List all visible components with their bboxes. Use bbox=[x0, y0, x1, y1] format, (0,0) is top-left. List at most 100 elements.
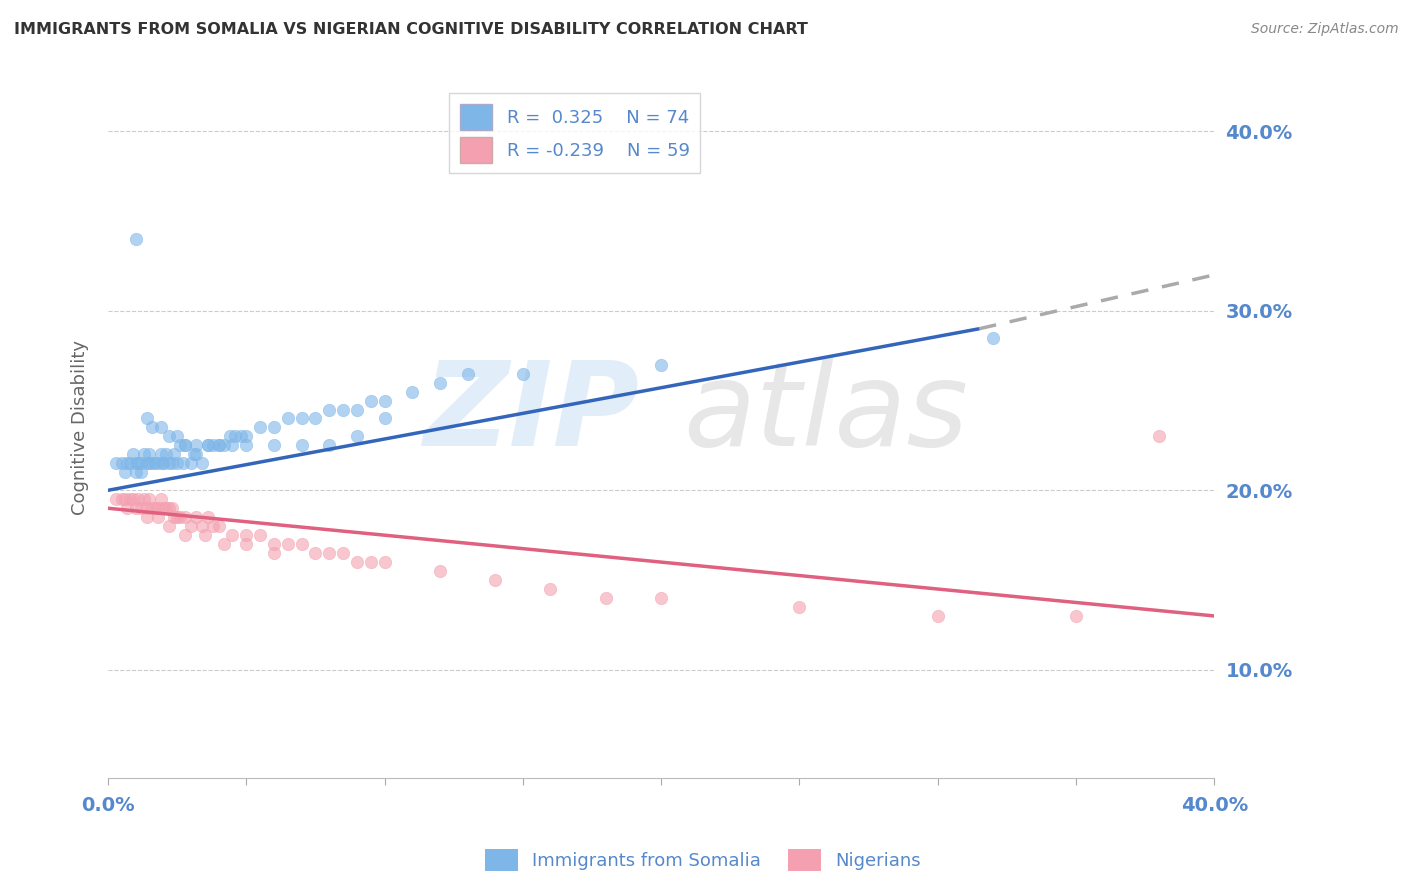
Point bbox=[221, 438, 243, 452]
Point bbox=[114, 466, 136, 480]
Point bbox=[789, 599, 811, 614]
Point bbox=[166, 429, 188, 443]
Point bbox=[180, 456, 202, 470]
Point bbox=[207, 519, 229, 533]
Point bbox=[127, 456, 149, 470]
Point bbox=[429, 376, 451, 390]
Point bbox=[157, 519, 180, 533]
Point bbox=[277, 537, 299, 551]
Point bbox=[650, 591, 672, 605]
Point bbox=[155, 501, 177, 516]
Point bbox=[235, 429, 257, 443]
Point bbox=[135, 501, 157, 516]
Point bbox=[152, 456, 174, 470]
Point bbox=[191, 519, 214, 533]
Point bbox=[374, 555, 396, 569]
Point bbox=[346, 402, 368, 417]
Point bbox=[117, 501, 139, 516]
Point bbox=[277, 411, 299, 425]
Point bbox=[332, 402, 354, 417]
Point bbox=[212, 438, 235, 452]
Point bbox=[146, 510, 169, 524]
Point bbox=[166, 456, 188, 470]
Point bbox=[429, 564, 451, 578]
Point bbox=[124, 232, 146, 246]
Point bbox=[595, 591, 617, 605]
Point bbox=[186, 447, 208, 461]
Point bbox=[127, 492, 149, 507]
Point bbox=[197, 438, 219, 452]
Point bbox=[157, 501, 180, 516]
Point bbox=[346, 429, 368, 443]
Point bbox=[263, 420, 285, 434]
Point bbox=[169, 510, 191, 524]
Point bbox=[138, 456, 160, 470]
Point bbox=[124, 456, 146, 470]
Point bbox=[132, 492, 155, 507]
Legend: R =  0.325    N = 74, R = -0.239    N = 59: R = 0.325 N = 74, R = -0.239 N = 59 bbox=[449, 94, 700, 173]
Point bbox=[132, 447, 155, 461]
Point bbox=[318, 546, 340, 560]
Point bbox=[290, 411, 312, 425]
Point bbox=[124, 501, 146, 516]
Point bbox=[224, 429, 246, 443]
Point bbox=[484, 573, 506, 587]
Point bbox=[141, 501, 163, 516]
Point bbox=[540, 582, 562, 596]
Point bbox=[163, 510, 186, 524]
Point bbox=[111, 492, 134, 507]
Text: Source: ZipAtlas.com: Source: ZipAtlas.com bbox=[1251, 22, 1399, 37]
Point bbox=[186, 510, 208, 524]
Point bbox=[160, 456, 183, 470]
Point bbox=[186, 438, 208, 452]
Point bbox=[111, 456, 134, 470]
Point bbox=[149, 492, 172, 507]
Point bbox=[160, 501, 183, 516]
Point bbox=[152, 456, 174, 470]
Point bbox=[263, 546, 285, 560]
Point bbox=[207, 438, 229, 452]
Point bbox=[249, 420, 271, 434]
Point bbox=[229, 429, 252, 443]
Point bbox=[146, 456, 169, 470]
Point bbox=[174, 528, 197, 542]
Point bbox=[207, 438, 229, 452]
Point bbox=[249, 528, 271, 542]
Point bbox=[927, 609, 949, 624]
Point bbox=[129, 501, 152, 516]
Point bbox=[191, 456, 214, 470]
Point bbox=[1064, 609, 1087, 624]
Point bbox=[135, 411, 157, 425]
Point bbox=[360, 393, 382, 408]
Text: IMMIGRANTS FROM SOMALIA VS NIGERIAN COGNITIVE DISABILITY CORRELATION CHART: IMMIGRANTS FROM SOMALIA VS NIGERIAN COGN… bbox=[14, 22, 808, 37]
Point bbox=[174, 438, 197, 452]
Point bbox=[163, 447, 186, 461]
Point bbox=[135, 456, 157, 470]
Point bbox=[149, 420, 172, 434]
Point bbox=[318, 402, 340, 417]
Point bbox=[1147, 429, 1170, 443]
Text: ZIP: ZIP bbox=[423, 356, 638, 471]
Point bbox=[212, 537, 235, 551]
Point bbox=[360, 555, 382, 569]
Point bbox=[304, 411, 326, 425]
Y-axis label: Cognitive Disability: Cognitive Disability bbox=[72, 340, 89, 515]
Point bbox=[235, 438, 257, 452]
Point bbox=[197, 510, 219, 524]
Point bbox=[981, 331, 1004, 345]
Point bbox=[202, 438, 225, 452]
Text: atlas: atlas bbox=[683, 357, 969, 470]
Point bbox=[202, 519, 225, 533]
Point bbox=[146, 501, 169, 516]
Point bbox=[157, 429, 180, 443]
Point bbox=[141, 420, 163, 434]
Point bbox=[457, 367, 479, 381]
Point bbox=[117, 456, 139, 470]
Legend: Immigrants from Somalia, Nigerians: Immigrants from Somalia, Nigerians bbox=[478, 842, 928, 879]
Point bbox=[374, 393, 396, 408]
Point bbox=[141, 456, 163, 470]
Point bbox=[346, 555, 368, 569]
Point bbox=[120, 456, 142, 470]
Point bbox=[143, 456, 166, 470]
Point bbox=[374, 411, 396, 425]
